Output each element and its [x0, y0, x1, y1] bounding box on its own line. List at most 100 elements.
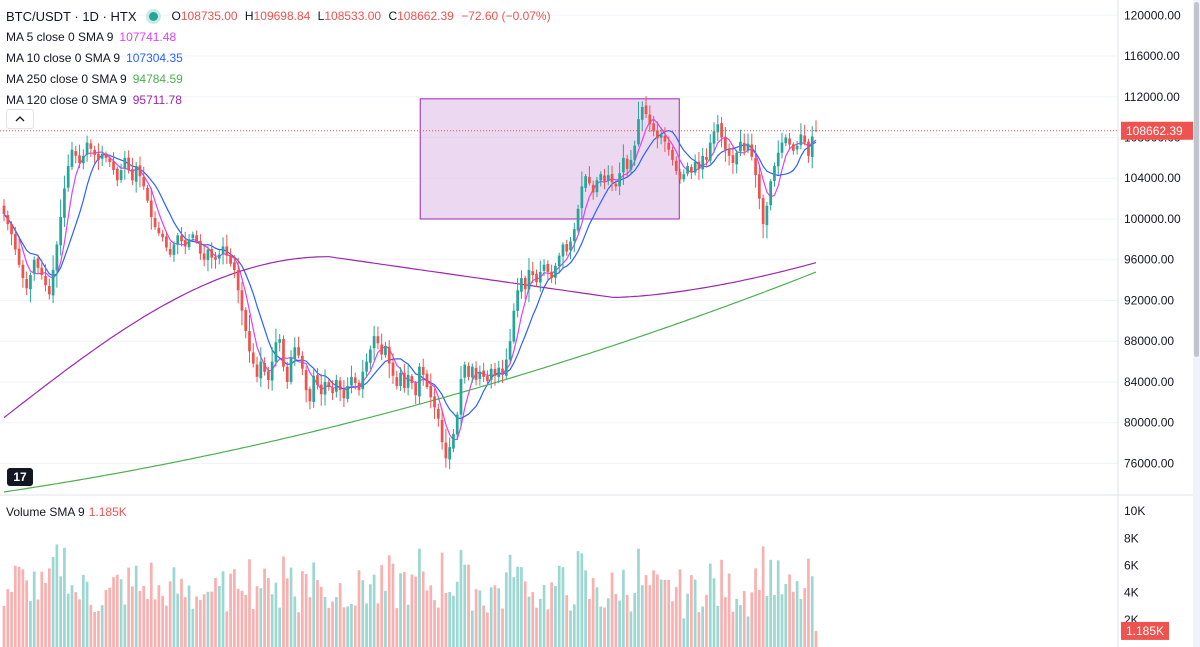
candle [32, 259, 36, 274]
candle [765, 205, 769, 226]
volume-bar [278, 607, 282, 647]
candle [361, 371, 365, 390]
volume-bar [712, 578, 716, 647]
volume-bar [36, 599, 40, 647]
candle [157, 227, 161, 234]
volume-bar [414, 576, 418, 647]
candle [134, 166, 138, 182]
volume-bar [346, 606, 350, 647]
volume-bar [633, 592, 637, 647]
candle [142, 177, 146, 187]
volume-bar [342, 607, 346, 647]
candle [402, 372, 406, 389]
candle [652, 123, 655, 132]
ohlc-high: 109698.84 [253, 9, 311, 23]
indicator-ma250[interactable]: MA 250 close 0 SMA 9 94784.59 [6, 69, 555, 90]
candle [795, 145, 799, 150]
volume-legend[interactable]: Volume SMA 9 1.185K [6, 505, 127, 519]
tradingview-logo[interactable]: 17 [7, 468, 33, 486]
volume-bar [146, 599, 149, 647]
volume-bar [807, 558, 810, 647]
indicator-name: MA 10 close 0 SMA 9 [6, 51, 121, 65]
volume-bar [486, 612, 489, 647]
candle [459, 378, 463, 415]
volume-bar [791, 591, 795, 647]
volume-bar [353, 605, 357, 647]
chevron-up-icon[interactable] [6, 109, 34, 129]
volume-bar [493, 585, 497, 647]
volume-bar [757, 589, 761, 647]
candle [115, 168, 119, 181]
candle [535, 273, 538, 283]
volume-bar [380, 565, 384, 647]
candle [47, 286, 51, 295]
candle [81, 155, 85, 164]
candle [59, 216, 63, 246]
volume-bar [410, 574, 414, 647]
candle [493, 368, 497, 376]
volume-bar [183, 597, 187, 647]
candle [622, 157, 625, 173]
candle [251, 352, 255, 364]
volume-bar [282, 556, 285, 647]
volume-bar [508, 554, 512, 647]
volume-bar [350, 604, 353, 647]
volume-bar [723, 597, 727, 647]
candle [682, 174, 686, 180]
candle [29, 275, 32, 290]
volume-bar [108, 587, 112, 647]
candle [40, 267, 44, 276]
ohlc-open-key: O [171, 9, 181, 23]
volume-bar [652, 570, 655, 647]
volume-bar [259, 588, 263, 647]
candle [199, 241, 202, 254]
volume-legend-name: Volume SMA 9 [6, 505, 85, 519]
ohlc-close-key: C [388, 9, 398, 23]
volume-bar [478, 590, 482, 647]
volume-bar [606, 598, 610, 647]
candle [606, 175, 610, 181]
price-axis[interactable]: 76000.00 80000.00 84000.00 88000.00 92000.00… [1121, 8, 1193, 640]
candle [89, 143, 93, 149]
scrollbar-thumb[interactable] [1194, 2, 1199, 357]
volume-bar [331, 601, 334, 647]
candle [569, 241, 572, 251]
candle [380, 344, 384, 355]
candle [678, 172, 682, 180]
ma120-line [3, 256, 817, 419]
volume-bar [538, 598, 542, 647]
candle [304, 370, 308, 391]
volume-bar [312, 562, 316, 647]
volume-bar [769, 559, 773, 647]
volume-bar [667, 579, 671, 647]
candle [334, 379, 338, 392]
indicator-ma10[interactable]: MA 10 close 0 SMA 9 107304.35 [6, 48, 555, 69]
indicator-ma5[interactable]: MA 5 close 0 SMA 9 107741.48 [6, 27, 555, 48]
price-tick-label: 76000.00 [1124, 456, 1174, 470]
indicator-name: MA 5 close 0 SMA 9 [6, 30, 114, 44]
volume-bar [112, 577, 115, 647]
volume-bar [523, 581, 527, 647]
volume-bar [240, 590, 244, 647]
candle [282, 338, 285, 367]
volume-bar [754, 568, 757, 647]
volume-bar [172, 567, 176, 647]
candle [180, 235, 183, 242]
volume-bar [161, 595, 164, 647]
volume-bar [157, 585, 161, 647]
symbol-title[interactable]: BTC/USDT · 1D · HTX [6, 9, 137, 24]
indicator-ma120[interactable]: MA 120 close 0 SMA 9 95711.78 [6, 90, 555, 111]
candle [640, 106, 644, 120]
candle [176, 235, 180, 245]
candle [474, 367, 478, 380]
scrollbar[interactable] [1193, 0, 1200, 647]
volume-bar [795, 581, 799, 647]
candle [104, 153, 108, 158]
volume-bar [648, 585, 652, 647]
volume-bar [138, 590, 142, 647]
candle [799, 134, 803, 146]
candle [100, 153, 104, 159]
candle [482, 370, 486, 377]
candle [761, 198, 765, 225]
